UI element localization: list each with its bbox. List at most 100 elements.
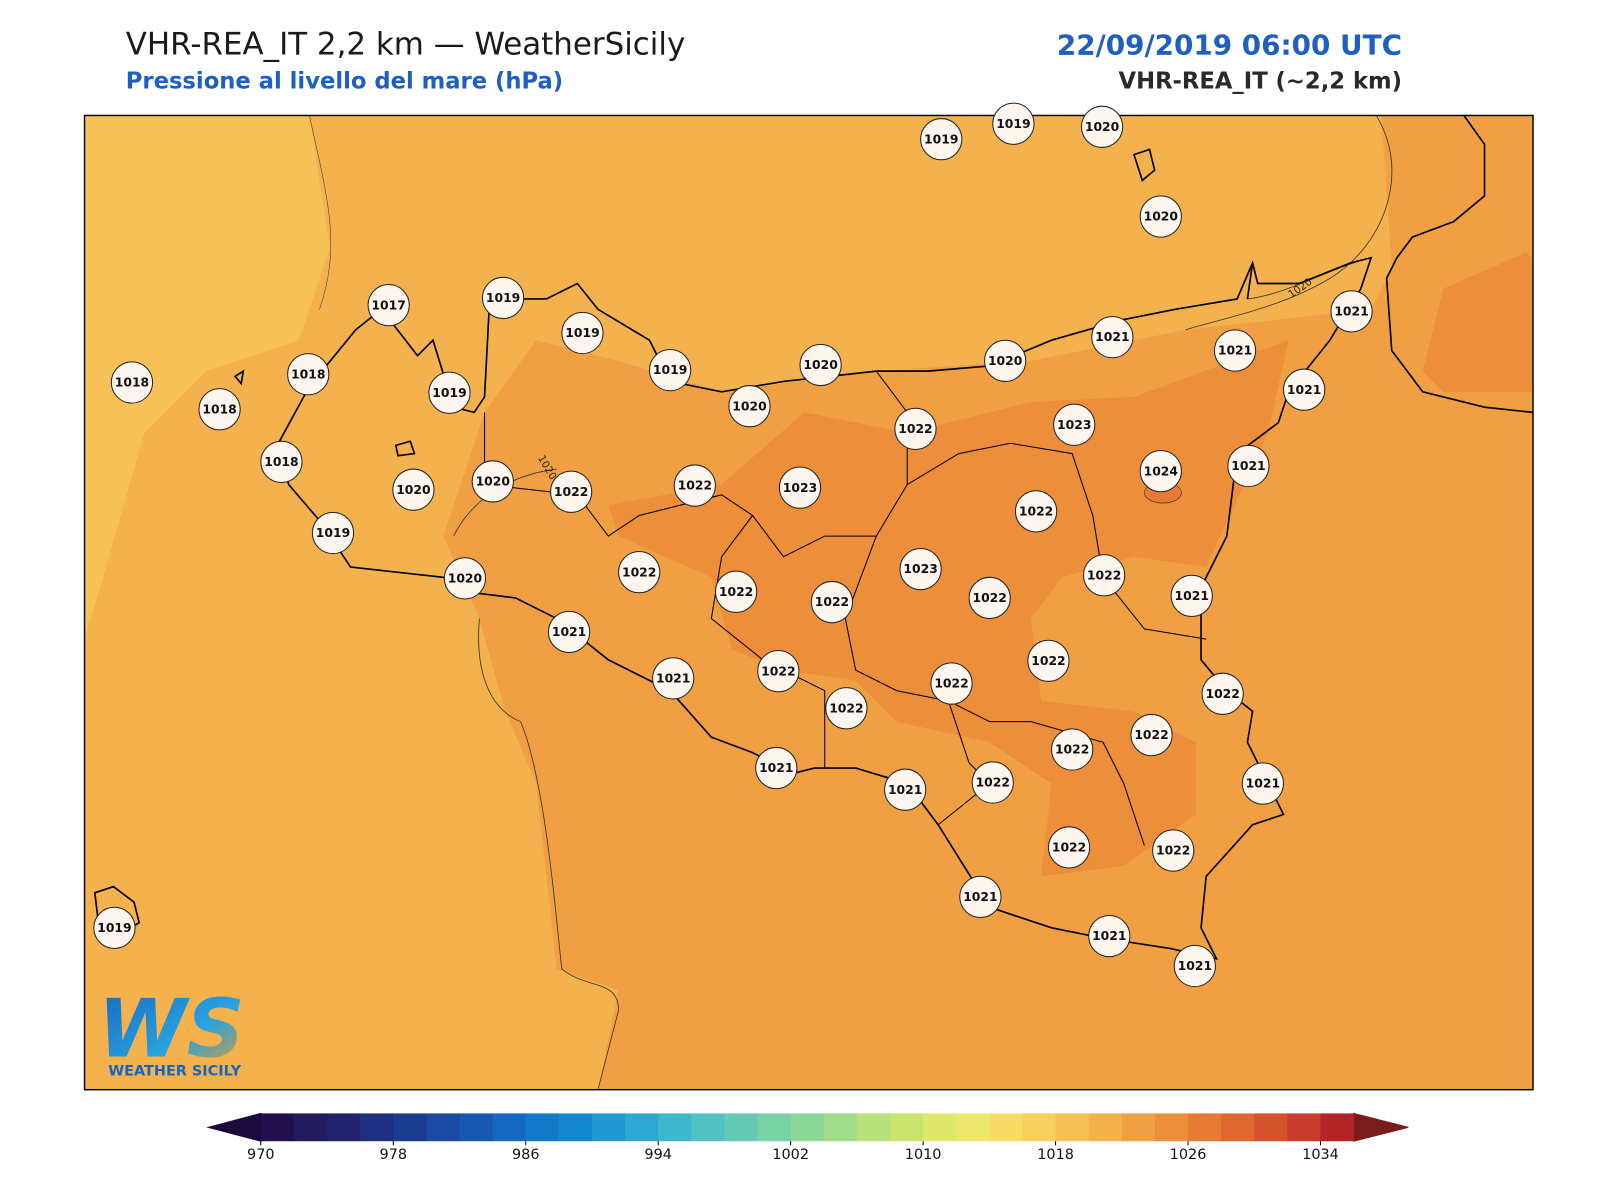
colorbar-segment bbox=[956, 1113, 990, 1142]
station-value: 1022 bbox=[829, 701, 863, 715]
station-value: 1019 bbox=[97, 921, 131, 935]
colorbar-segment bbox=[1055, 1113, 1090, 1142]
station: 1019 bbox=[311, 511, 355, 555]
colorbar-segment bbox=[1022, 1113, 1057, 1142]
station-value: 1019 bbox=[924, 132, 958, 146]
station-marker bbox=[1088, 914, 1131, 958]
station-marker bbox=[673, 464, 716, 507]
station-value: 1019 bbox=[565, 326, 599, 340]
station-marker bbox=[1139, 195, 1182, 238]
colorbar-tick-label: 978 bbox=[380, 1147, 408, 1163]
colorbar-segment bbox=[1287, 1113, 1322, 1142]
station-marker bbox=[778, 466, 822, 509]
colorbar-segment bbox=[890, 1113, 924, 1142]
colorbar: 970 978 986 994 1002 1010 1018 1026 1034 bbox=[206, 1112, 1409, 1163]
station-marker bbox=[984, 339, 1027, 382]
title: VHR-REA_IT 2,2 km — WeatherSicily bbox=[126, 27, 686, 63]
station: 1020 bbox=[443, 557, 487, 600]
colorbar-segment bbox=[757, 1113, 792, 1142]
station: 1022 bbox=[618, 551, 661, 594]
station-value: 1023 bbox=[1057, 418, 1091, 432]
colorbar-segment bbox=[260, 1113, 295, 1142]
station-value: 1022 bbox=[678, 479, 712, 493]
station-marker bbox=[1213, 329, 1257, 372]
station: 1022 bbox=[1201, 672, 1244, 715]
colorbar-segment bbox=[393, 1113, 427, 1142]
station: 1022 bbox=[673, 464, 716, 507]
station: 1020 bbox=[471, 460, 514, 503]
station: 1022 bbox=[930, 662, 973, 705]
colorbar-segment bbox=[989, 1113, 1023, 1142]
station: 1021 bbox=[1091, 315, 1134, 359]
station: 1019 bbox=[93, 906, 136, 949]
colorbar-segment bbox=[658, 1113, 692, 1142]
station-marker bbox=[648, 348, 692, 392]
colorbar-segment bbox=[492, 1113, 527, 1142]
station-marker bbox=[930, 662, 973, 705]
station-marker bbox=[1170, 574, 1213, 618]
station-marker bbox=[1201, 672, 1244, 715]
station: 1022 bbox=[549, 470, 593, 513]
station-marker bbox=[443, 557, 487, 600]
colorbar-tick-label: 1018 bbox=[1037, 1147, 1074, 1163]
station-value: 1017 bbox=[371, 298, 405, 312]
station-value: 1021 bbox=[1175, 589, 1209, 603]
station-value: 1019 bbox=[486, 291, 520, 305]
station-value: 1021 bbox=[656, 671, 690, 685]
station: 1022 bbox=[1051, 728, 1094, 771]
station: 1019 bbox=[481, 276, 525, 320]
station: 1018 bbox=[198, 388, 241, 431]
colorbar-segment bbox=[625, 1113, 659, 1142]
station-value: 1021 bbox=[1246, 777, 1280, 791]
station-value: 1022 bbox=[1019, 504, 1053, 518]
station: 1021 bbox=[1173, 944, 1216, 988]
colorbar-tick-label: 1002 bbox=[772, 1147, 809, 1163]
station-value: 1022 bbox=[761, 664, 795, 678]
station-value: 1020 bbox=[732, 399, 767, 413]
station-marker bbox=[959, 875, 1002, 919]
logo: WS WEATHER SICILY bbox=[98, 982, 245, 1080]
subtitle: Pressione al livello del mare (hPa) bbox=[126, 69, 563, 95]
station: 1021 bbox=[652, 657, 695, 700]
station: 1022 bbox=[1130, 713, 1173, 757]
station-value: 1021 bbox=[963, 890, 997, 904]
colorbar-tick-label: 1034 bbox=[1302, 1147, 1339, 1163]
station: 1019 bbox=[920, 118, 963, 161]
colorbar-segment bbox=[1254, 1113, 1288, 1142]
colorbar-segment bbox=[1320, 1113, 1355, 1142]
station: 1020 bbox=[1139, 195, 1182, 238]
station-marker bbox=[428, 371, 471, 414]
colorbar-segment bbox=[360, 1113, 394, 1142]
station-marker bbox=[1053, 403, 1096, 446]
colorbar-tick-label: 1010 bbox=[905, 1147, 942, 1163]
station-marker bbox=[1227, 444, 1270, 488]
station-marker bbox=[884, 768, 927, 811]
station-value: 1022 bbox=[622, 565, 656, 579]
station-value: 1023 bbox=[903, 562, 937, 576]
station: 1021 bbox=[1241, 762, 1285, 805]
station-marker bbox=[367, 284, 410, 327]
station-value: 1022 bbox=[1156, 844, 1190, 858]
colorbar-segment bbox=[1088, 1113, 1123, 1142]
station-value: 1022 bbox=[1205, 687, 1239, 701]
station-marker bbox=[1014, 490, 1058, 533]
station-value: 1020 bbox=[1144, 210, 1179, 224]
colorbar-tick-label: 970 bbox=[247, 1147, 275, 1163]
station-marker bbox=[549, 470, 593, 513]
station-marker bbox=[1173, 944, 1216, 988]
colorbar-segment bbox=[293, 1113, 328, 1142]
station-value: 1022 bbox=[898, 422, 932, 436]
station-value: 1021 bbox=[1178, 959, 1212, 973]
station-marker bbox=[968, 576, 1011, 620]
station-value: 1020 bbox=[1085, 120, 1120, 134]
station: 1021 bbox=[1227, 444, 1270, 488]
station-marker bbox=[1051, 728, 1094, 771]
colorbar-segment bbox=[1188, 1113, 1222, 1142]
station-value: 1021 bbox=[1287, 383, 1321, 397]
station: 1019 bbox=[648, 348, 692, 392]
colorbar-segment bbox=[591, 1113, 626, 1142]
station: 1023 bbox=[899, 547, 942, 591]
station-marker bbox=[1241, 762, 1285, 805]
station: 1022 bbox=[757, 649, 800, 693]
station-marker bbox=[1091, 315, 1134, 359]
